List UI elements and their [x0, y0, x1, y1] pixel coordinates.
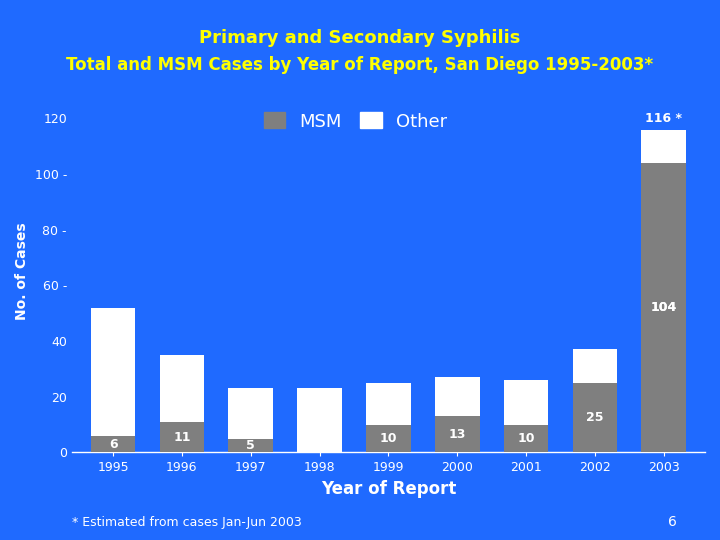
X-axis label: Year of Report: Year of Report: [320, 480, 456, 498]
Text: 11: 11: [174, 430, 191, 443]
Text: 10: 10: [517, 432, 535, 445]
Bar: [160, 355, 204, 422]
Text: 23: 23: [242, 373, 259, 386]
Text: 35: 35: [174, 339, 191, 352]
Bar: [572, 349, 617, 383]
Text: 104: 104: [651, 301, 677, 314]
Text: 104: 104: [651, 301, 677, 314]
Legend: MSM, Other: MSM, Other: [258, 107, 453, 136]
Text: 37: 37: [586, 334, 603, 347]
Text: 25: 25: [379, 367, 397, 380]
Bar: [366, 383, 411, 424]
Bar: [504, 424, 549, 453]
Text: 6: 6: [109, 437, 117, 450]
Text: 23: 23: [311, 373, 328, 386]
Text: 5: 5: [246, 439, 255, 452]
Bar: [572, 383, 617, 453]
Text: Primary and Secondary Syphilis: Primary and Secondary Syphilis: [199, 29, 521, 47]
Bar: [435, 416, 480, 453]
Text: 52: 52: [104, 292, 122, 305]
Bar: [297, 388, 342, 453]
Bar: [366, 424, 411, 453]
Text: 13: 13: [449, 428, 466, 441]
Bar: [91, 308, 135, 436]
Text: 6: 6: [668, 515, 677, 529]
Bar: [228, 438, 273, 453]
Text: Total and MSM Cases by Year of Report, San Diego 1995-2003*: Total and MSM Cases by Year of Report, S…: [66, 56, 654, 74]
Y-axis label: No. of Cases: No. of Cases: [15, 222, 29, 320]
Text: 27: 27: [449, 361, 466, 374]
Bar: [642, 163, 686, 453]
Bar: [435, 377, 480, 416]
Bar: [504, 380, 549, 424]
Bar: [642, 130, 686, 163]
Text: 26: 26: [518, 364, 535, 377]
Text: 10: 10: [379, 432, 397, 445]
Bar: [228, 388, 273, 438]
Bar: [91, 436, 135, 453]
Bar: [160, 422, 204, 453]
Text: * Estimated from cases Jan-Jun 2003: * Estimated from cases Jan-Jun 2003: [72, 516, 302, 529]
Text: 116 *: 116 *: [645, 112, 683, 125]
Text: 25: 25: [586, 411, 603, 424]
